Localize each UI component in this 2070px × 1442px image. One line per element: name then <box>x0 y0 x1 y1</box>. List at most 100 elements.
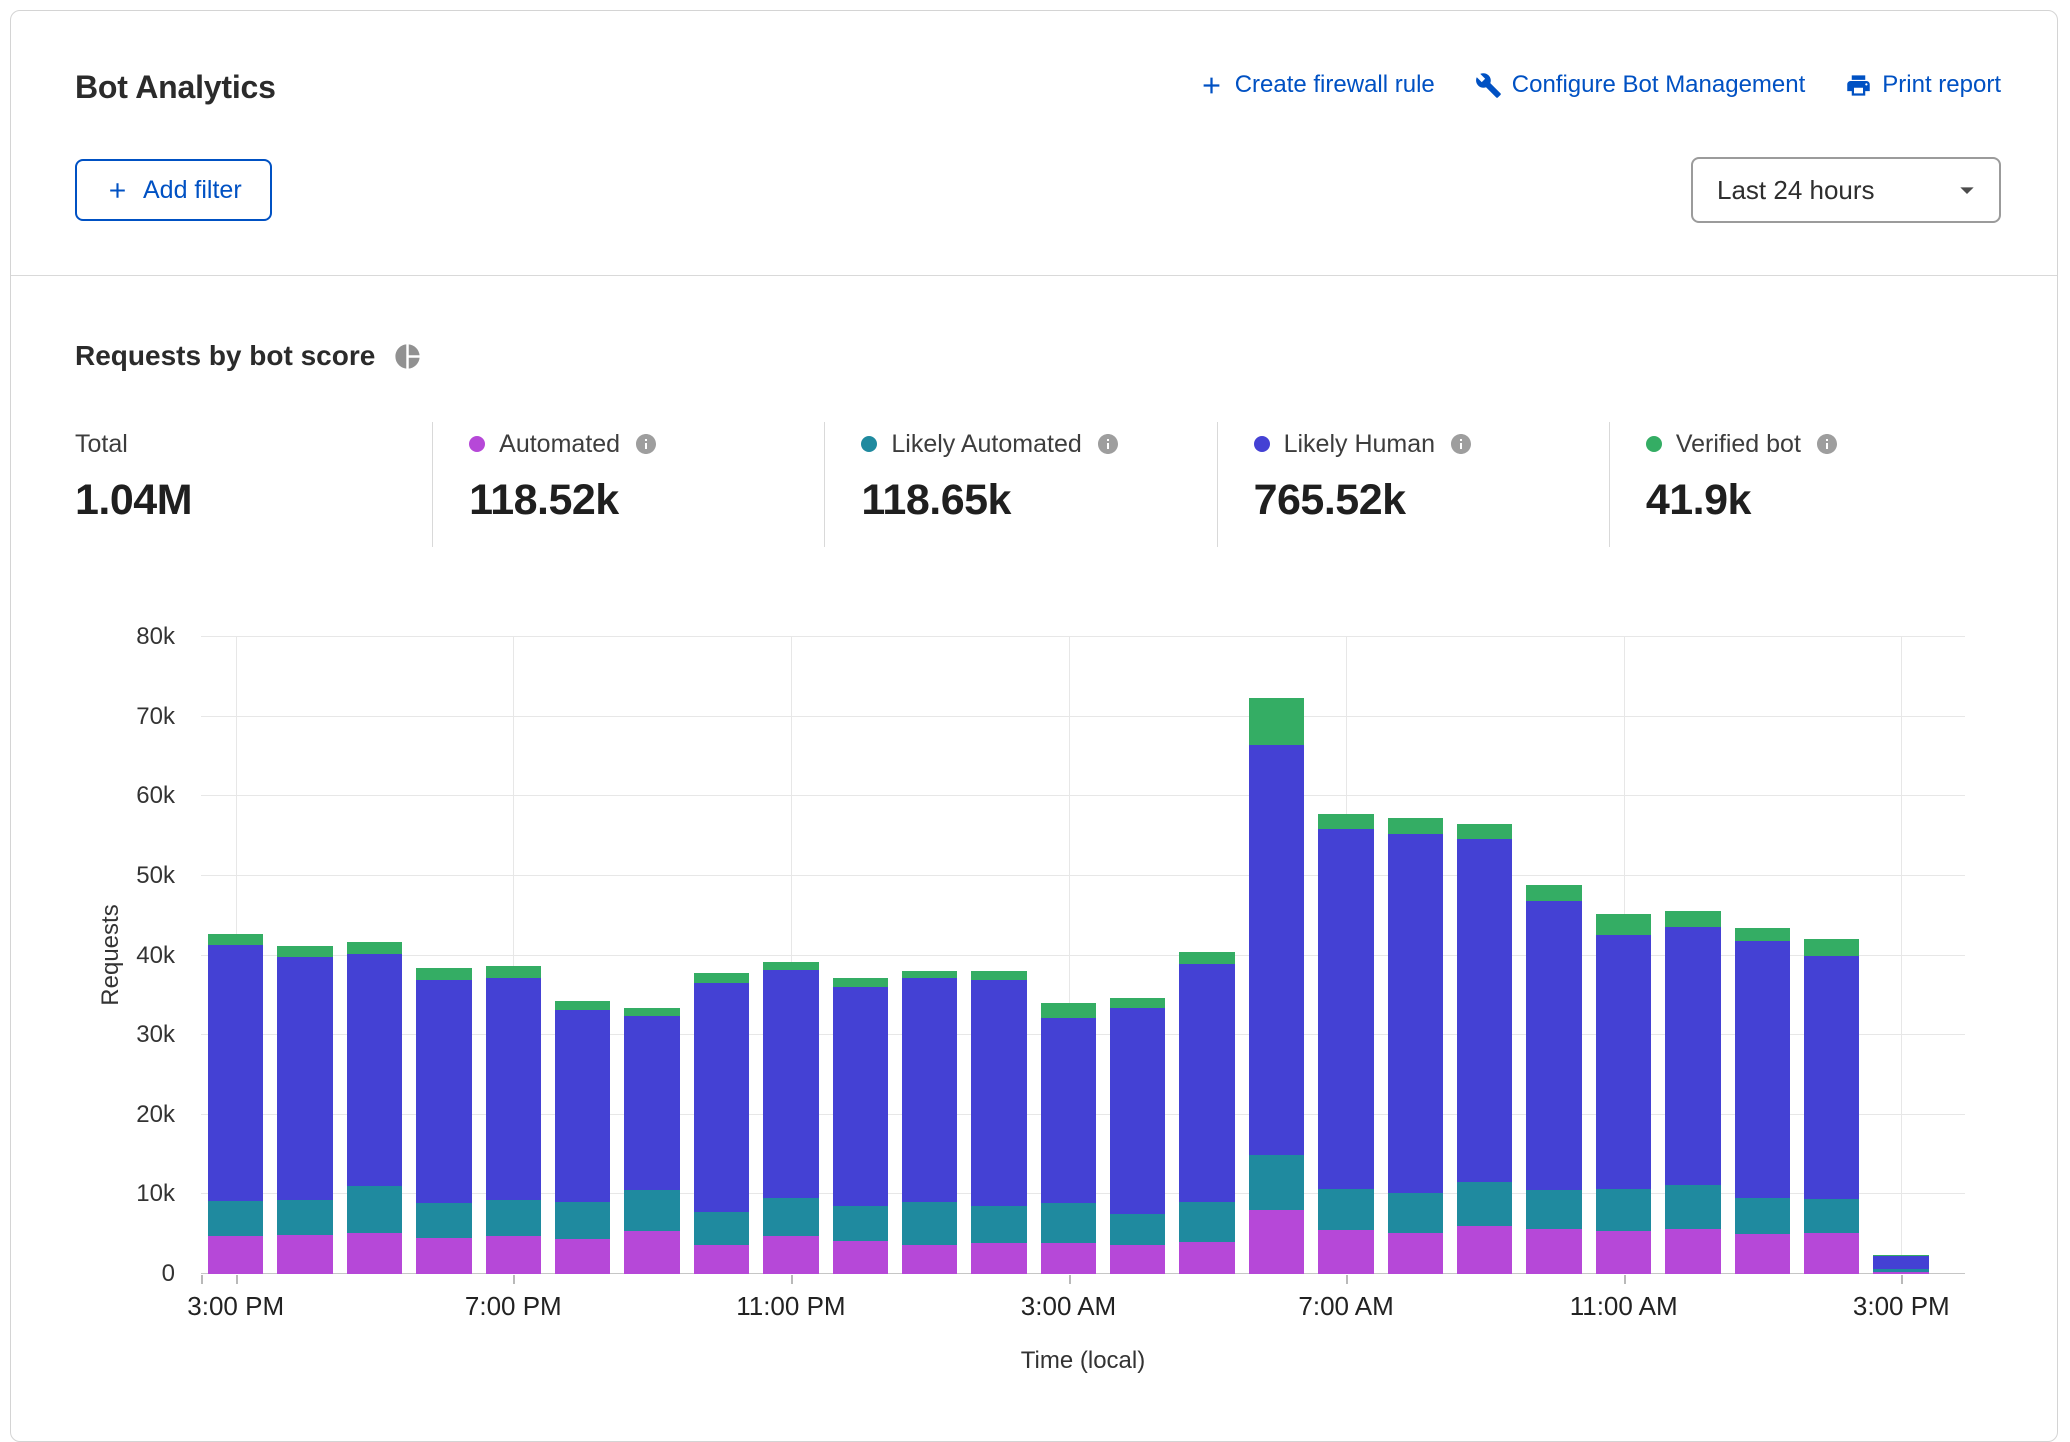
bar-stack[interactable] <box>486 966 541 1274</box>
create-firewall-rule-link[interactable]: Create firewall rule <box>1198 71 1435 99</box>
bar-stack[interactable] <box>1110 998 1165 1274</box>
time-range-select[interactable]: Last 24 hours <box>1691 157 2001 223</box>
bar-segment-likely-automated <box>347 1186 402 1233</box>
bar-segment-likely-automated <box>416 1203 471 1238</box>
x-tick-mark <box>1624 1275 1626 1284</box>
bar-segment-automated <box>277 1235 332 1274</box>
bar-segment-automated <box>902 1245 957 1274</box>
bar-segment-likely-human <box>624 1016 679 1190</box>
bar-segment-automated <box>1457 1226 1512 1274</box>
bar-segment-verified-bot <box>1804 939 1859 956</box>
bar-segment-automated <box>1526 1229 1581 1274</box>
x-tick-label: 7:00 PM <box>465 1291 562 1322</box>
stat-likely-human: Likely Human 765.52k <box>1217 422 1609 547</box>
bar-slots <box>201 637 1936 1274</box>
bar-stack[interactable] <box>1804 939 1859 1274</box>
bar-stack[interactable] <box>1526 885 1581 1274</box>
x-tick-mark <box>1901 1275 1903 1284</box>
bar-stack[interactable] <box>1596 914 1651 1274</box>
bar-stack[interactable] <box>555 1001 610 1274</box>
stats-row: Total 1.04M Automated 118.52k Likely Aut… <box>75 422 2001 547</box>
y-tick-label: 20k <box>75 1102 175 1128</box>
bar-stack[interactable] <box>1318 814 1373 1274</box>
bar-stack[interactable] <box>1457 824 1512 1274</box>
bar-segment-automated <box>208 1236 263 1274</box>
bar-segment-automated <box>1110 1245 1165 1274</box>
info-icon[interactable] <box>1096 432 1120 456</box>
print-report-link[interactable]: Print report <box>1845 71 2001 99</box>
bar-slot <box>1728 637 1797 1274</box>
bar-segment-likely-human <box>902 978 957 1203</box>
info-icon[interactable] <box>1449 432 1473 456</box>
bar-stack[interactable] <box>1665 911 1720 1274</box>
bar-segment-likely-human <box>1804 956 1859 1200</box>
y-tick-label: 40k <box>75 943 175 969</box>
create-firewall-rule-label: Create firewall rule <box>1235 71 1435 99</box>
bar-stack[interactable] <box>416 968 471 1274</box>
bar-segment-verified-bot <box>902 971 957 978</box>
bar-segment-likely-automated <box>486 1200 541 1236</box>
bar-segment-automated <box>1041 1243 1096 1274</box>
configure-bot-management-link[interactable]: Configure Bot Management <box>1475 71 1806 99</box>
bar-stack[interactable] <box>1388 818 1443 1274</box>
bar-segment-likely-human <box>1596 935 1651 1189</box>
bar-stack[interactable] <box>1041 1003 1096 1275</box>
bar-segment-likely-automated <box>1735 1198 1790 1235</box>
plus-icon <box>105 178 130 203</box>
bar-segment-likely-human <box>1110 1008 1165 1213</box>
bar-stack[interactable] <box>624 1008 679 1274</box>
bar-slot <box>1866 637 1935 1274</box>
y-tick-label: 10k <box>75 1181 175 1207</box>
bar-segment-likely-human <box>1665 927 1720 1185</box>
x-tick-label: 7:00 AM <box>1298 1291 1393 1322</box>
y-tick-label: 80k <box>75 624 175 650</box>
bar-slot <box>1103 637 1172 1274</box>
bar-segment-likely-human <box>1735 941 1790 1197</box>
section-title: Requests by bot score <box>75 340 375 372</box>
card-header: Bot Analytics Create firewall rule Confi… <box>11 11 2057 276</box>
y-tick-label: 0 <box>75 1261 175 1287</box>
bar-stack[interactable] <box>694 973 749 1274</box>
bar-stack[interactable] <box>1249 698 1304 1274</box>
bar-slot <box>1658 637 1727 1274</box>
bar-segment-verified-bot <box>833 978 888 988</box>
y-tick-label: 60k <box>75 783 175 809</box>
bar-segment-verified-bot <box>1110 998 1165 1008</box>
bar-segment-likely-automated <box>902 1202 957 1244</box>
bar-segment-likely-automated <box>1318 1189 1373 1230</box>
bar-stack[interactable] <box>347 942 402 1274</box>
bar-stack[interactable] <box>833 978 888 1274</box>
bar-stack[interactable] <box>971 971 1026 1274</box>
bar-slot <box>1172 637 1241 1274</box>
bar-segment-likely-human <box>694 983 749 1212</box>
add-filter-button[interactable]: Add filter <box>75 159 272 221</box>
bar-segment-likely-human <box>1873 1256 1928 1270</box>
bar-segment-automated <box>763 1236 818 1274</box>
y-tick-label: 30k <box>75 1022 175 1048</box>
bar-segment-verified-bot <box>416 968 471 980</box>
bar-segment-automated <box>1873 1272 1928 1274</box>
bar-stack[interactable] <box>277 946 332 1274</box>
info-icon[interactable] <box>1815 432 1839 456</box>
x-tick-mark <box>201 1275 203 1284</box>
bar-stack[interactable] <box>208 934 263 1274</box>
bar-segment-likely-human <box>416 980 471 1203</box>
bar-segment-automated <box>347 1233 402 1274</box>
stat-automated: Automated 118.52k <box>432 422 824 547</box>
printer-icon <box>1845 72 1872 99</box>
bar-segment-verified-bot <box>1665 911 1720 927</box>
bar-segment-likely-automated <box>208 1201 263 1236</box>
bar-stack[interactable] <box>1179 952 1234 1274</box>
bar-segment-likely-human <box>833 987 888 1205</box>
bar-segment-likely-human <box>1526 901 1581 1191</box>
bar-stack[interactable] <box>1735 928 1790 1274</box>
x-tick-mark <box>513 1275 515 1284</box>
bar-segment-likely-human <box>1179 964 1234 1202</box>
bar-stack[interactable] <box>763 962 818 1274</box>
x-tick-label: 3:00 PM <box>1853 1291 1950 1322</box>
bar-stack[interactable] <box>902 971 957 1274</box>
info-icon[interactable] <box>634 432 658 456</box>
pie-chart-icon <box>393 342 422 371</box>
automated-dot <box>469 436 485 452</box>
bar-stack[interactable] <box>1873 1255 1928 1274</box>
